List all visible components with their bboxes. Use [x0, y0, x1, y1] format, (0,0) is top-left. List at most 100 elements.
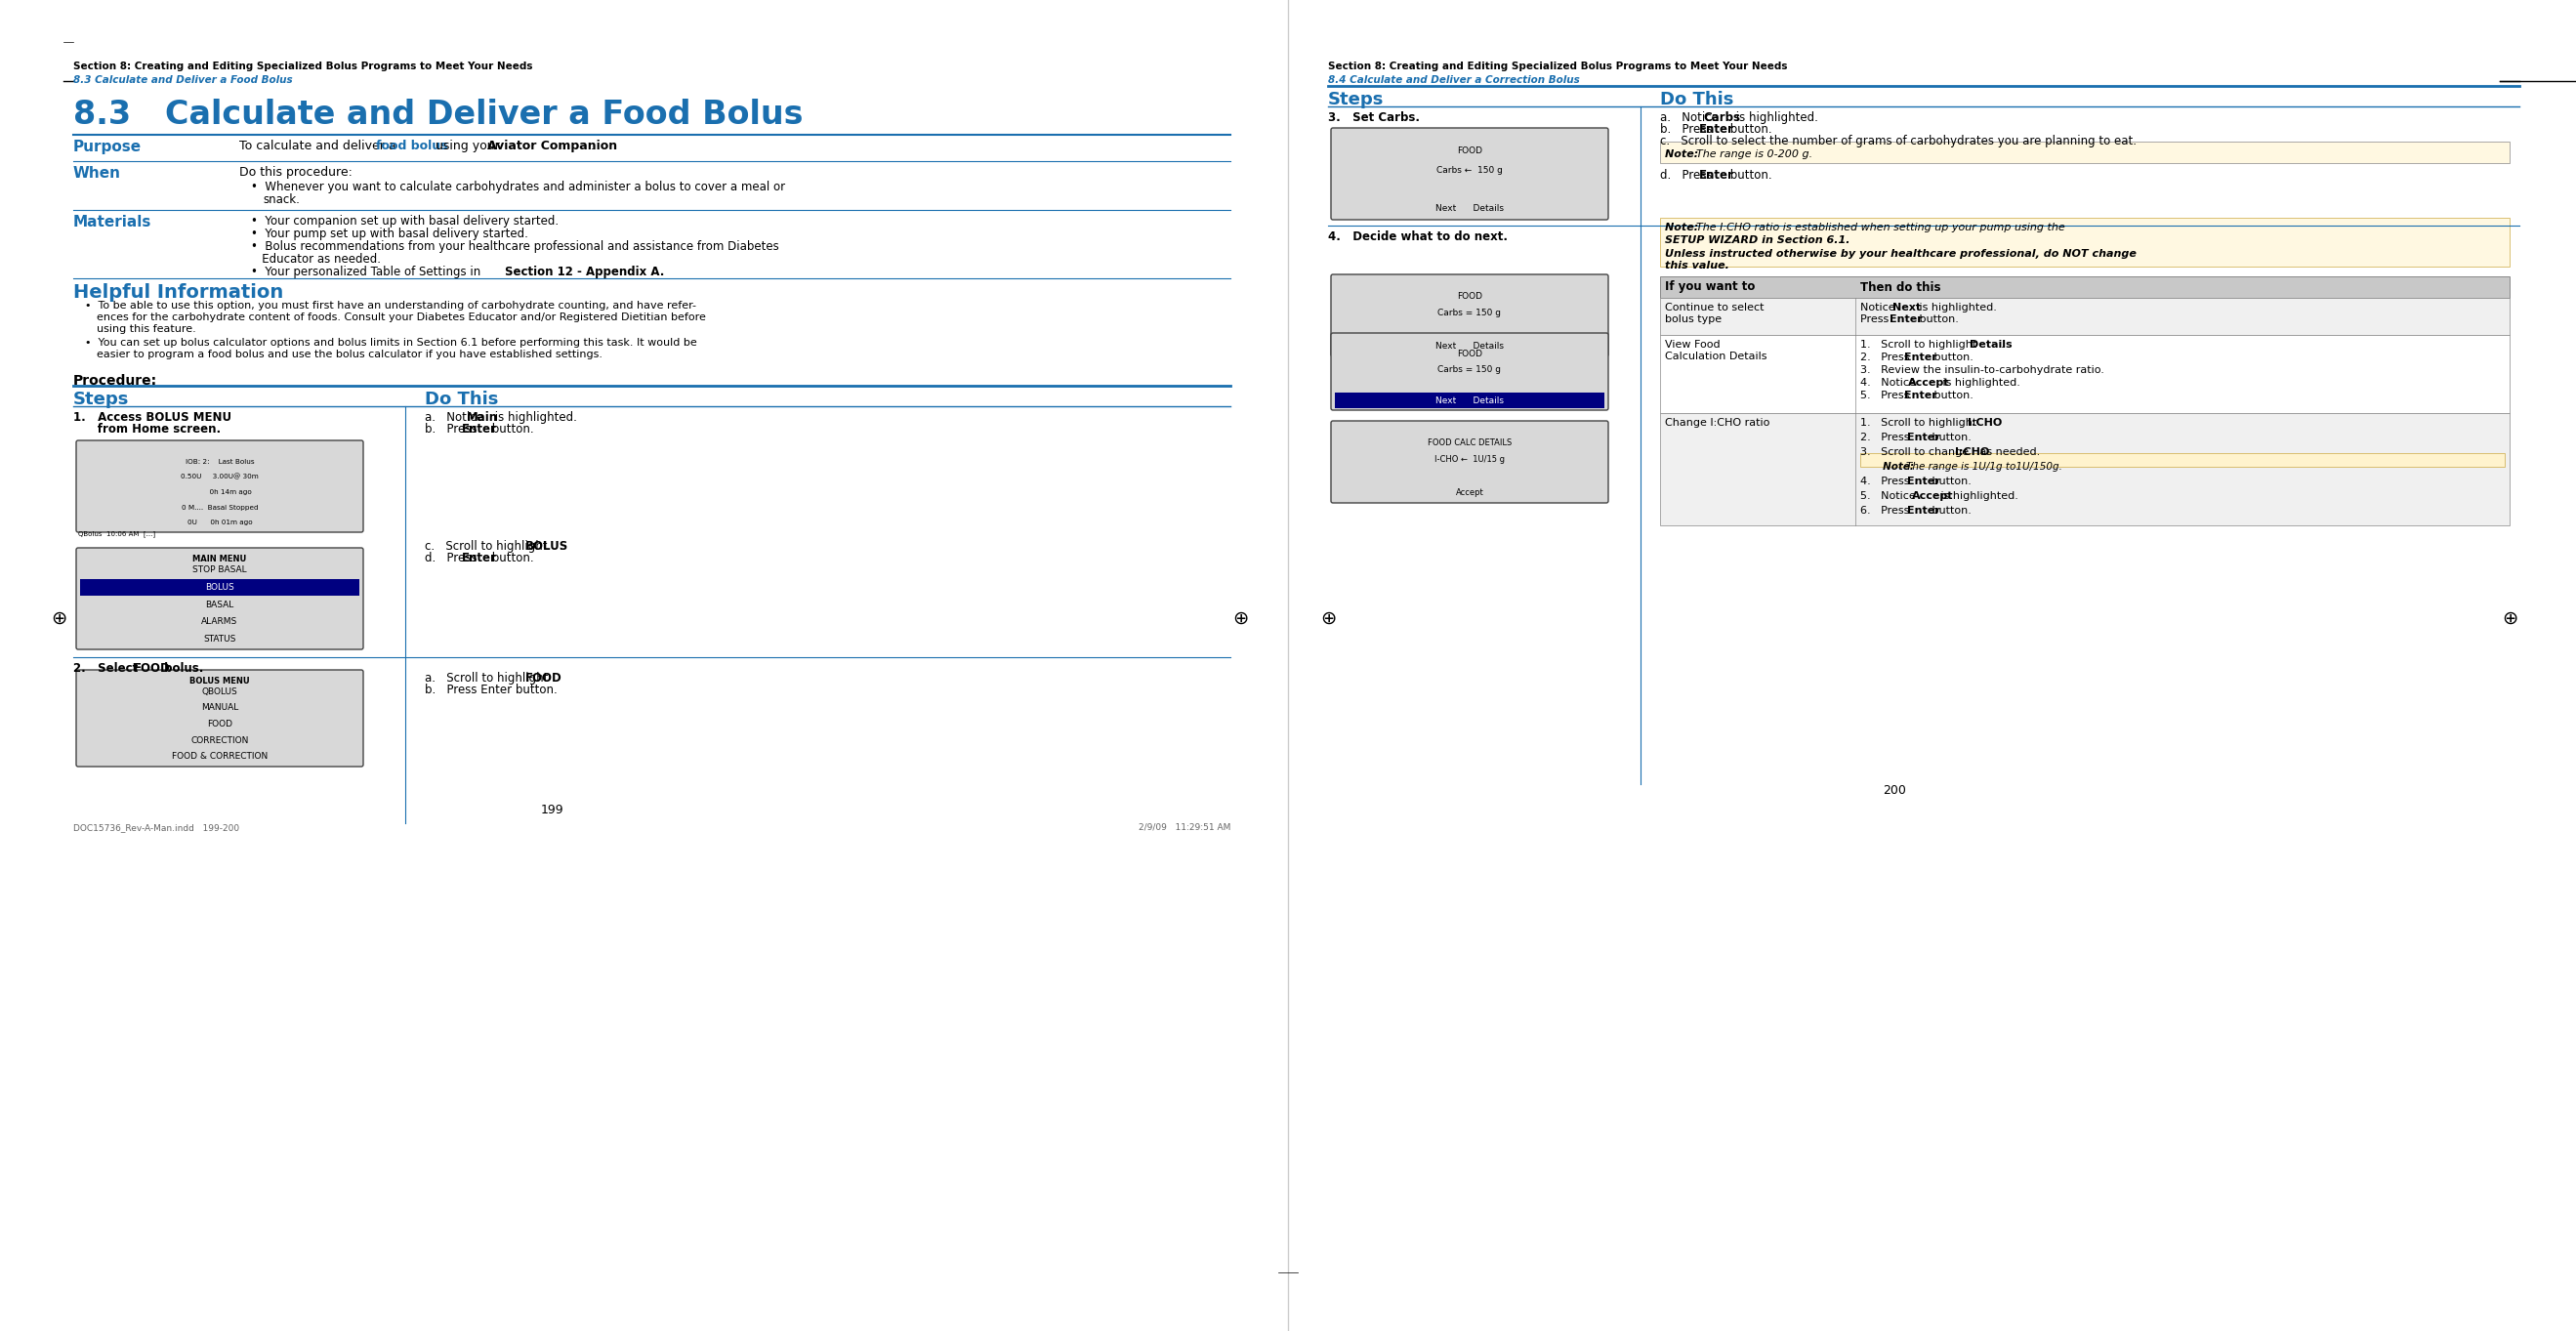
Text: Section 8: Creating and Editing Specialized Bolus Programs to Meet Your Needs: Section 8: Creating and Editing Speciali… — [1329, 61, 1788, 72]
Text: Notice: Notice — [1860, 302, 1899, 313]
Text: Enter: Enter — [1906, 506, 1940, 515]
Text: Enter: Enter — [1904, 390, 1937, 401]
Text: 2/9/09   11:29:51 AM: 2/9/09 11:29:51 AM — [1139, 823, 1231, 832]
Text: b.   Press: b. Press — [425, 423, 482, 435]
Text: 4.   Notice: 4. Notice — [1860, 378, 1919, 387]
Text: button.: button. — [1726, 169, 1772, 181]
Text: 3.   Scroll to change: 3. Scroll to change — [1860, 447, 1973, 457]
Text: Enter: Enter — [1906, 476, 1940, 486]
FancyBboxPatch shape — [1659, 218, 2509, 266]
Bar — [1659, 335, 2509, 413]
Text: ences for the carbohydrate content of foods. Consult your Diabetes Educator and/: ences for the carbohydrate content of fo… — [98, 313, 706, 322]
Text: button.: button. — [489, 423, 533, 435]
Text: 3.   Review the insulin-to-carbohydrate ratio.: 3. Review the insulin-to-carbohydrate ra… — [1860, 365, 2105, 375]
Text: Next      Details: Next Details — [1435, 397, 1504, 405]
Text: Accept: Accept — [1909, 378, 1950, 387]
Text: 2.   Press: 2. Press — [1860, 433, 1914, 442]
Text: ⊕: ⊕ — [1319, 608, 1337, 627]
Text: Enter: Enter — [1700, 169, 1734, 181]
Text: Calculation Details: Calculation Details — [1664, 351, 1767, 361]
Text: Enter: Enter — [1700, 122, 1734, 136]
Text: Enter: Enter — [461, 552, 497, 564]
FancyBboxPatch shape — [1332, 333, 1607, 410]
Text: a.   Notice: a. Notice — [425, 411, 487, 423]
Text: 6.   Press: 6. Press — [1860, 506, 1914, 515]
Text: Carbs = 150 g: Carbs = 150 g — [1437, 365, 1502, 374]
Text: 2.   Press: 2. Press — [1860, 353, 1914, 362]
Text: If you want to: If you want to — [1664, 281, 1754, 293]
Text: Do This: Do This — [425, 390, 497, 409]
Text: 0h 14m ago: 0h 14m ago — [188, 490, 252, 495]
Text: FOOD CALC DETAILS: FOOD CALC DETAILS — [1427, 438, 1512, 447]
Text: QBOLUS: QBOLUS — [201, 687, 237, 696]
Text: IOB: 2:    Last Bolus: IOB: 2: Last Bolus — [185, 459, 255, 465]
Text: 1.   Scroll to highlight: 1. Scroll to highlight — [1860, 418, 1981, 427]
Text: 199: 199 — [541, 804, 564, 816]
Text: Accept: Accept — [1911, 491, 1953, 500]
Text: 200: 200 — [1883, 784, 1906, 797]
Text: Carbs ←  150 g: Carbs ← 150 g — [1437, 166, 1502, 174]
Text: 4.   Press: 4. Press — [1860, 476, 1914, 486]
Text: Next: Next — [1893, 302, 1922, 313]
Text: 0 M....  Basal Stopped: 0 M.... Basal Stopped — [180, 504, 258, 510]
Text: Helpful Information: Helpful Information — [72, 284, 283, 302]
Text: BOLUS: BOLUS — [526, 540, 569, 552]
FancyBboxPatch shape — [1659, 141, 2509, 164]
Text: CORRECTION: CORRECTION — [191, 736, 250, 745]
Text: Then do this: Then do this — [1860, 281, 1940, 293]
Text: Educator as needed.: Educator as needed. — [250, 253, 381, 266]
FancyBboxPatch shape — [1332, 421, 1607, 503]
Text: Aviator Companion: Aviator Companion — [487, 140, 618, 152]
Text: FOOD & CORRECTION: FOOD & CORRECTION — [173, 752, 268, 761]
FancyBboxPatch shape — [77, 669, 363, 767]
Text: Change I:CHO ratio: Change I:CHO ratio — [1664, 418, 1770, 427]
Text: Main: Main — [466, 411, 497, 423]
FancyBboxPatch shape — [77, 441, 363, 532]
Text: View Food: View Food — [1664, 339, 1721, 350]
Text: ALARMS: ALARMS — [201, 618, 237, 626]
Text: Materials: Materials — [72, 214, 152, 229]
Text: snack.: snack. — [263, 193, 299, 206]
Text: ⊕: ⊕ — [2501, 608, 2517, 627]
Bar — [1334, 393, 1605, 409]
Text: •  Whenever you want to calculate carbohydrates and administer a bolus to cover : • Whenever you want to calculate carbohy… — [250, 181, 786, 193]
Text: button.: button. — [1929, 353, 1973, 362]
Text: Note:: Note: — [1865, 462, 1917, 471]
Bar — [1659, 277, 2509, 298]
Bar — [1659, 298, 2509, 335]
Text: b.   Press: b. Press — [1659, 122, 1716, 136]
Text: d.   Press: d. Press — [425, 552, 482, 564]
Text: bolus.: bolus. — [160, 662, 204, 675]
Text: FOOD: FOOD — [526, 672, 562, 684]
Text: FOOD: FOOD — [134, 662, 170, 675]
Text: ⊕: ⊕ — [1231, 608, 1249, 627]
Text: Carbs = 150 g: Carbs = 150 g — [1437, 309, 1502, 317]
Text: easier to program a food bolus and use the bolus calculator if you have establis: easier to program a food bolus and use t… — [98, 350, 603, 359]
Text: The range is 1U/1g to1U/150g.: The range is 1U/1g to1U/150g. — [1906, 462, 2063, 471]
Text: DOC15736_Rev-A-Man.indd   199-200: DOC15736_Rev-A-Man.indd 199-200 — [72, 823, 240, 832]
Text: To calculate and deliver a: To calculate and deliver a — [240, 140, 399, 152]
Text: FOOD: FOOD — [1458, 350, 1481, 359]
Text: •  Your companion set up with basal delivery started.: • Your companion set up with basal deliv… — [250, 214, 559, 228]
Text: 8.3 Calculate and Deliver a Food Bolus: 8.3 Calculate and Deliver a Food Bolus — [72, 75, 294, 85]
Text: Note:: Note: — [1664, 149, 1703, 160]
Text: 2.   Select: 2. Select — [72, 662, 142, 675]
Text: d.   Press: d. Press — [1659, 169, 1716, 181]
Text: button.: button. — [1929, 433, 1971, 442]
Text: button.: button. — [1917, 314, 1958, 325]
Text: Unless instructed otherwise by your healthcare professional, do NOT change: Unless instructed otherwise by your heal… — [1664, 249, 2136, 258]
Text: is highlighted.: is highlighted. — [1940, 378, 2020, 387]
Text: FOOD: FOOD — [206, 720, 232, 728]
Text: STOP BASAL: STOP BASAL — [193, 566, 247, 575]
Text: .: . — [1989, 418, 1994, 427]
Text: 5.   Press: 5. Press — [1860, 390, 1914, 401]
Text: .: . — [2002, 339, 2004, 350]
Text: I-CHO ←  1U/15 g: I-CHO ← 1U/15 g — [1435, 455, 1504, 463]
Text: as needed.: as needed. — [1976, 447, 2040, 457]
Text: •  Your personalized Table of Settings in: • Your personalized Table of Settings in — [250, 266, 484, 278]
Text: button.: button. — [1929, 390, 1973, 401]
Text: a.   Scroll to highlight: a. Scroll to highlight — [425, 672, 551, 684]
Bar — [1659, 413, 2509, 526]
Text: STATUS: STATUS — [204, 635, 237, 643]
Text: this value.: this value. — [1664, 261, 1728, 270]
